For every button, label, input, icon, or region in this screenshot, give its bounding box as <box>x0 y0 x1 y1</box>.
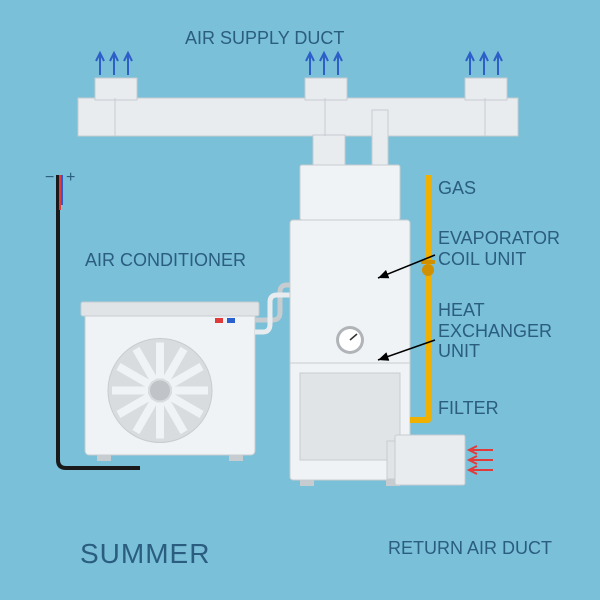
power-cable: − + <box>45 169 140 468</box>
label-air-supply-duct: AIR SUPPLY DUCT <box>185 28 344 49</box>
gas-pipe <box>410 175 435 420</box>
filter-return-duct <box>387 435 493 485</box>
hvac-diagram: − + <box>0 0 600 600</box>
air-supply-duct <box>78 78 518 170</box>
supply-arrows <box>96 53 502 75</box>
air-conditioner-unit <box>81 285 290 461</box>
svg-text:−: − <box>45 169 54 186</box>
label-air-conditioner: AIR CONDITIONER <box>85 250 246 271</box>
label-season: SUMMER <box>80 538 210 570</box>
label-return-air: RETURN AIR DUCT <box>388 538 552 559</box>
label-evaporator: EVAPORATOR COIL UNIT <box>438 228 560 269</box>
evaporator-coil-unit <box>300 110 400 220</box>
label-filter: FILTER <box>438 398 499 419</box>
heat-exchanger-unit <box>290 220 410 486</box>
label-gas: GAS <box>438 178 476 199</box>
label-heat-exchanger: HEAT EXCHANGER UNIT <box>438 300 552 362</box>
svg-text:+: + <box>66 169 75 186</box>
callout-arrows <box>378 255 435 360</box>
